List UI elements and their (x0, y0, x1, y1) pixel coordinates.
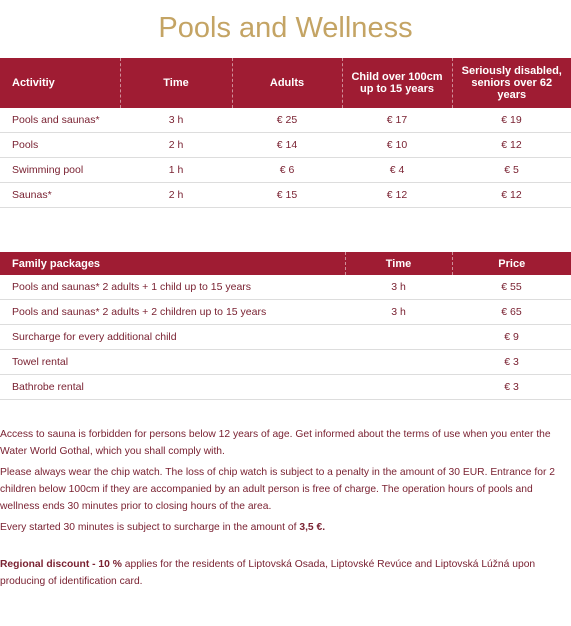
text: Access to sauna is forbidden for persons… (0, 429, 551, 457)
header-row: Family packages Time Price (0, 252, 571, 275)
table-row: Pools and saunas* 3 h € 25 € 17 € 19 (0, 108, 571, 133)
table-row: Saunas* 2 h € 15 € 12 € 12 (0, 182, 571, 208)
table-cell: € 9 (452, 324, 571, 350)
page-title: Pools and Wellness (158, 12, 413, 44)
table-cell: 3 h (120, 108, 232, 133)
table-cell: 3 h (345, 299, 452, 325)
table-cell: € 17 (342, 108, 452, 133)
table-cell: Saunas* (0, 182, 120, 208)
table-cell: € 25 (232, 108, 342, 133)
table-row: Pools and saunas* 2 adults + 2 children … (0, 299, 571, 325)
paragraph: Please always wear the chip watch. The l… (0, 464, 565, 515)
header-row: Activitiy Time Adults Child over 100cm up t… (0, 58, 571, 108)
table-cell: Swimming pool (0, 157, 120, 183)
table-cell: € 14 (232, 132, 342, 158)
paragraph: Access to sauna is forbidden for persons… (0, 426, 565, 460)
table-cell: € 15 (232, 182, 342, 208)
table-cell: € 55 (452, 275, 571, 300)
table-cell: € 12 (342, 182, 452, 208)
bold-text: 3,5 €. (299, 522, 326, 533)
bold-text: Regional discount - 10 % (0, 559, 122, 570)
table-cell: € 12 (452, 132, 571, 158)
column-header: Seriously disabled, seniors over 62 year… (451, 58, 571, 108)
table-cell: € 3 (452, 374, 571, 400)
column-header: Family packages (0, 252, 345, 275)
table-cell (345, 374, 452, 400)
price-table: Activitiy Time Adults Child over 100cm up t… (0, 58, 571, 208)
text: applies for the residents of Liptovská O… (0, 559, 536, 587)
table-cell: 2 h (120, 182, 232, 208)
column-header: Time (344, 252, 452, 275)
table-cell: € 5 (452, 157, 571, 183)
table-cell: 3 h (345, 275, 452, 300)
table-cell: Pools and saunas* (0, 108, 120, 133)
table-row: Surcharge for every additional child € 9 (0, 324, 571, 350)
family-table: Family packages Time Price Pools and saunas… (0, 252, 571, 400)
table-cell: 2 h (120, 132, 232, 158)
table-cell: € 10 (342, 132, 452, 158)
paragraph: Every started 30 minutes is subject to s… (0, 519, 565, 536)
table-cell: Pools (0, 132, 120, 158)
table-cell: 1 h (120, 157, 232, 183)
paragraph: Regional discount - 10 % applies for the… (0, 556, 565, 590)
text: Every started 30 minutes is subject to s… (0, 522, 300, 533)
table-cell: Surcharge for every additional child (0, 324, 345, 350)
table-cell: € 6 (232, 157, 342, 183)
table-row: Pools and saunas* 2 adults + 1 child up … (0, 275, 571, 300)
column-header: Adults (231, 58, 342, 108)
table-cell: Pools and saunas* 2 adults + 1 child up … (0, 275, 345, 300)
table-cell: Pools and saunas* 2 adults + 2 children … (0, 299, 345, 325)
text: Please always wear the chip watch. The l… (0, 467, 555, 512)
notes: Access to sauna is forbidden for persons… (0, 426, 571, 590)
column-header: Activitiy (0, 58, 120, 108)
column-header: Child over 100cm up to 15 years (341, 58, 452, 108)
column-header: Time (119, 58, 232, 108)
table-cell: Bathrobe rental (0, 374, 345, 400)
table-cell: € 4 (342, 157, 452, 183)
table-row: Towel rental € 3 (0, 349, 571, 375)
table-cell (345, 349, 452, 375)
table-row: Swimming pool 1 h € 6 € 4 € 5 (0, 157, 571, 183)
table-cell: € 12 (452, 182, 571, 208)
table-cell: € 65 (452, 299, 571, 325)
table-cell: € 3 (452, 349, 571, 375)
table-cell (345, 324, 452, 350)
table-cell: € 19 (452, 108, 571, 133)
column-header: Price (451, 252, 571, 275)
table-row: Bathrobe rental € 3 (0, 374, 571, 400)
table-cell: Towel rental (0, 349, 345, 375)
table-row: Pools 2 h € 14 € 10 € 12 (0, 132, 571, 158)
